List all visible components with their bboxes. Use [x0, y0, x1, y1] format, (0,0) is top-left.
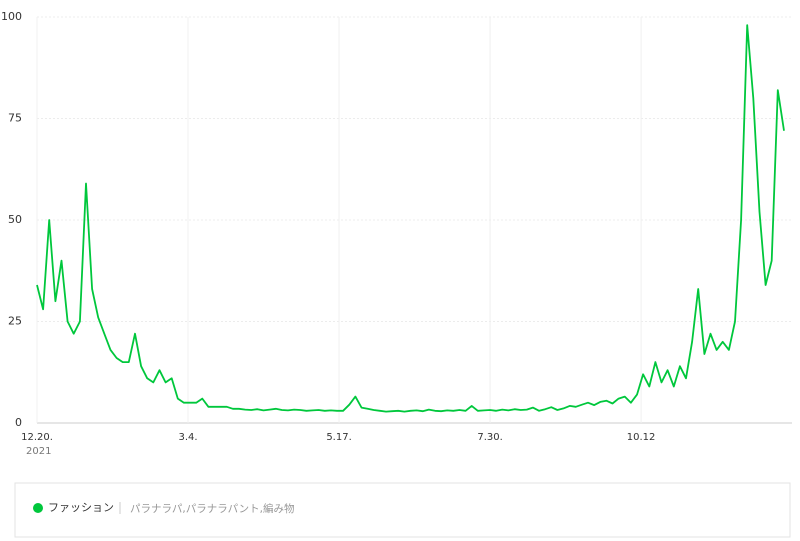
year-label: 2021: [26, 446, 51, 457]
legend-box: [14, 482, 791, 538]
y-tick-label: 50: [8, 213, 22, 226]
y-tick-label: 0: [15, 416, 22, 429]
legend-marker: [33, 503, 43, 513]
y-tick-label: 100: [1, 10, 22, 23]
x-tick-label: 10.12: [627, 432, 656, 443]
x-tick-label: 7.30.: [477, 432, 502, 443]
x-tick-label: 12.20.: [21, 432, 53, 443]
x-tick-label: 3.4.: [178, 432, 197, 443]
legend-label: ファッション: [48, 501, 114, 514]
legend-keywords: パラナラパ,パラナラパント,編み物: [130, 502, 295, 515]
line: [36, 24, 785, 413]
y-tick-label: 75: [8, 112, 22, 125]
y-tick-label: 25: [8, 315, 22, 328]
x-tick-label: 5.17.: [326, 432, 351, 443]
